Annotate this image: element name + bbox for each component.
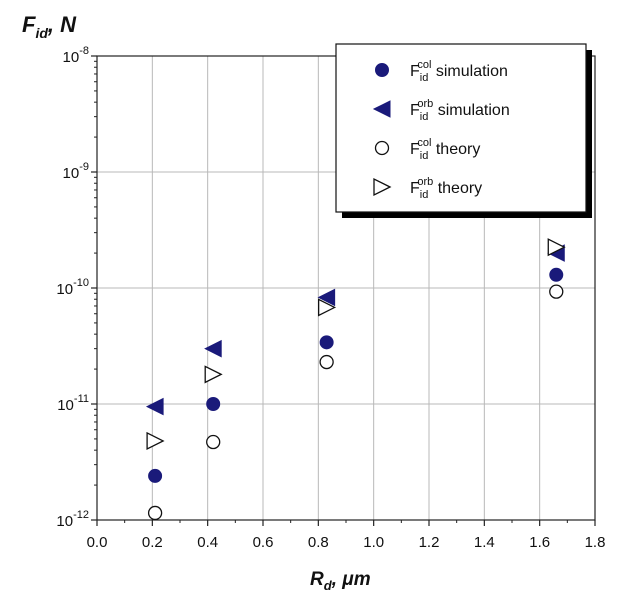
y-axis-title: Fid, N bbox=[22, 12, 77, 41]
data-point bbox=[549, 284, 564, 299]
x-tick-label: 1.6 bbox=[529, 534, 550, 551]
data-point bbox=[317, 298, 337, 317]
data-point bbox=[146, 431, 165, 451]
data-point bbox=[547, 238, 566, 257]
x-tick-label: 0.8 bbox=[308, 534, 329, 551]
legend-label-sub: id bbox=[420, 150, 429, 162]
data-point bbox=[204, 365, 223, 384]
x-tick-labels: 0.0 0.2 0.4 0.6 0.8 1.0 1.2 1.4 1.6 1.8 bbox=[87, 534, 606, 551]
axis-ticks bbox=[91, 55, 596, 526]
legend-label: Fidorb simulation bbox=[410, 98, 510, 123]
legend-label-text: simulation bbox=[431, 63, 507, 80]
legend-marker bbox=[372, 100, 391, 118]
data-point bbox=[549, 267, 564, 282]
y-tick-label-exponent: -10 bbox=[73, 277, 89, 289]
y-tick-label: 10-8 bbox=[63, 45, 89, 66]
y-axis-title-sub: id bbox=[35, 25, 48, 41]
data-point bbox=[148, 468, 163, 483]
x-axis-title-suffix: , μm bbox=[331, 569, 371, 590]
y-tick-label-base: 10 bbox=[63, 165, 80, 182]
x-axis-title-sub: d bbox=[324, 578, 333, 593]
x-tick-label: 0.6 bbox=[253, 534, 274, 551]
x-tick-label: 1.8 bbox=[585, 534, 606, 551]
legend-label-sup: col bbox=[417, 59, 431, 71]
data-point bbox=[206, 434, 221, 450]
y-tick-label-base: 10 bbox=[56, 281, 73, 298]
y-tick-label-exponent: -12 bbox=[73, 509, 89, 521]
y-tick-label: 10-10 bbox=[56, 277, 89, 298]
legend-label-sup: col bbox=[417, 137, 431, 149]
data-point bbox=[204, 339, 222, 358]
data-point bbox=[145, 397, 164, 416]
data-point bbox=[317, 288, 336, 307]
y-tick-label: 10-11 bbox=[57, 393, 89, 414]
legend-label-sup: orb bbox=[417, 176, 433, 188]
legend-marker bbox=[373, 177, 392, 197]
y-tick-label-base: 10 bbox=[63, 49, 80, 66]
x-tick-label: 1.2 bbox=[419, 534, 440, 551]
y-tick-label-exponent: -8 bbox=[79, 45, 89, 57]
y-tick-label-exponent: -11 bbox=[74, 393, 89, 405]
y-tick-label: 10-12 bbox=[56, 509, 89, 530]
x-axis-title-main: R bbox=[310, 569, 324, 590]
y-axis-title-suffix: , N bbox=[47, 12, 77, 37]
y-tick-label-base: 10 bbox=[57, 397, 74, 414]
legend-label-sub: id bbox=[420, 189, 429, 201]
data-point bbox=[319, 335, 334, 350]
legend-label-text: simulation bbox=[433, 102, 509, 119]
data-point bbox=[147, 505, 163, 521]
x-tick-label: 1.0 bbox=[363, 534, 384, 551]
legend-label-sub: id bbox=[420, 111, 429, 123]
data-markers bbox=[145, 238, 566, 521]
legend-label-sub: id bbox=[420, 72, 429, 84]
legend-label-base: F bbox=[410, 63, 420, 80]
y-axis-title-main: F bbox=[22, 12, 36, 37]
y-tick-label-exponent: -9 bbox=[79, 161, 89, 173]
legend-label: Fidcol theory bbox=[410, 137, 480, 162]
x-axis-title: Rd, μm bbox=[310, 569, 371, 593]
legend-label: Fidorb theory bbox=[410, 176, 482, 201]
y-tick-label: 10-9 bbox=[63, 161, 89, 182]
data-point bbox=[206, 397, 221, 411]
legend-label-base: F bbox=[410, 180, 420, 197]
legend-label-text: theory bbox=[431, 141, 480, 158]
x-tick-label: 1.4 bbox=[474, 534, 495, 551]
legend-label-sup: orb bbox=[417, 98, 433, 110]
x-tick-label: 0.2 bbox=[142, 534, 163, 551]
x-tick-label: 0.0 bbox=[87, 534, 108, 551]
legend-label-text: theory bbox=[433, 180, 482, 197]
legend-label-base: F bbox=[410, 141, 420, 158]
legend-marker bbox=[374, 140, 390, 156]
legend-label: Fidcol simulation bbox=[410, 59, 508, 84]
legend-marker bbox=[375, 63, 389, 77]
x-tick-label: 0.4 bbox=[197, 534, 218, 551]
legend-label-base: F bbox=[410, 102, 420, 119]
y-tick-label-base: 10 bbox=[56, 513, 73, 530]
data-point bbox=[319, 354, 334, 370]
